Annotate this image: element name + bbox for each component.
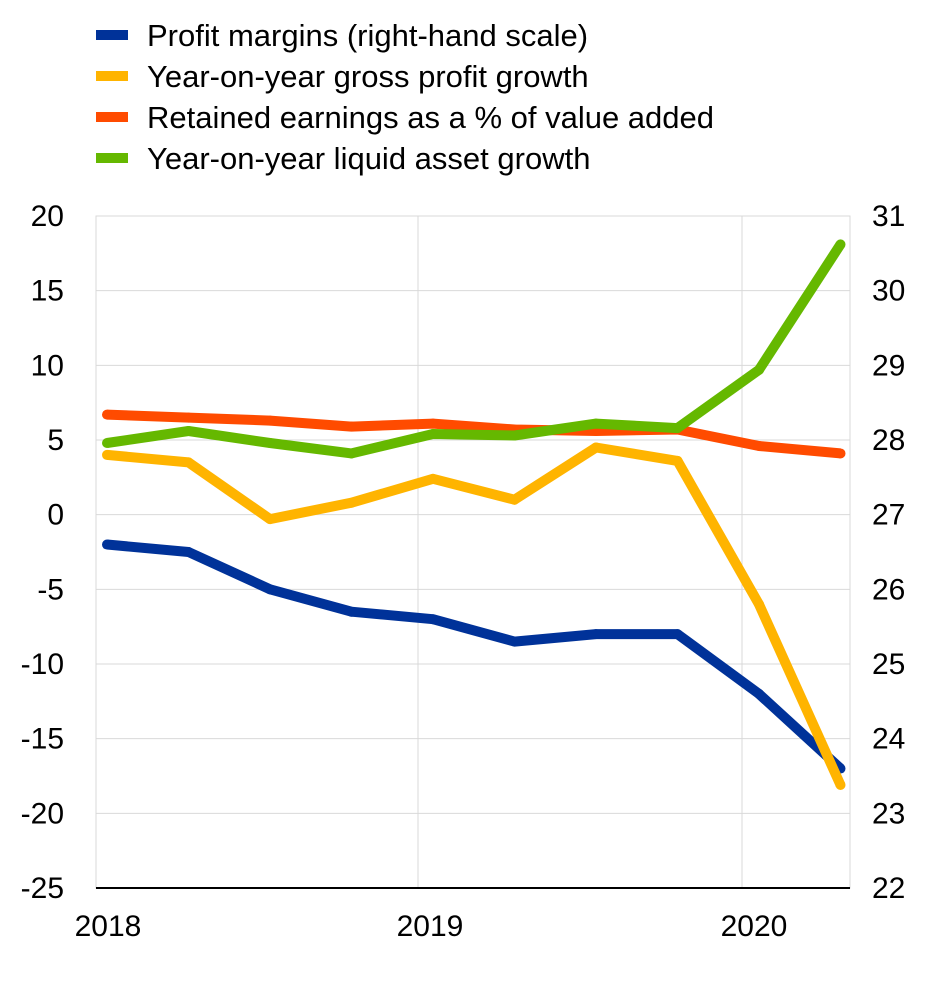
- series-2-point: [428, 473, 438, 484]
- x-tick-label: 2020: [721, 910, 788, 943]
- y-left-tick-label: -25: [21, 872, 64, 905]
- series-2-point: [754, 599, 764, 610]
- x-tick-label: 2019: [397, 910, 464, 943]
- gridlines: [95, 215, 851, 889]
- series-1-point: [183, 547, 194, 557]
- series-1-point: [346, 606, 357, 617]
- y-left-tick-label: 20: [31, 200, 64, 233]
- legend-label: Retained earnings as a % of value added: [147, 100, 714, 135]
- series-4-point: [591, 418, 601, 429]
- y-right-tick-label: 22: [872, 872, 905, 905]
- series-4-point: [754, 364, 764, 375]
- series-2-point: [346, 497, 357, 508]
- series-3-point: [183, 412, 194, 423]
- series-4-point: [509, 430, 520, 441]
- series-4-point: [835, 239, 846, 250]
- y-left-tick-label: -20: [21, 797, 64, 830]
- x-tick-label: 2018: [75, 910, 142, 943]
- y-right-tick-label: 27: [872, 499, 905, 532]
- series-lines: [102, 239, 846, 790]
- y-left-tick-label: 15: [31, 275, 64, 308]
- series-1-point: [509, 636, 520, 647]
- series-3-point: [428, 418, 438, 429]
- y-right-tick-label: 24: [872, 723, 905, 756]
- series-2-point: [102, 449, 112, 460]
- y-right-tick-label: 23: [872, 797, 905, 830]
- series-3-point: [346, 421, 357, 432]
- y-right-tick-label: 28: [872, 424, 905, 457]
- y-left-tick-label: 5: [47, 424, 64, 457]
- series-1-point: [428, 614, 438, 625]
- axes: 20 15 10 5 0 -5 -10 -15 -20 -25 31 30 29 28 27 26 25 24 23…: [21, 200, 906, 943]
- y-right-tick-label: 31: [872, 200, 905, 233]
- series-1-point: [672, 629, 683, 640]
- series-1-point: [102, 539, 112, 550]
- series-1-point: [754, 688, 764, 699]
- y-left-tick-label: -10: [21, 648, 64, 681]
- y-right-tick-label: 29: [872, 349, 905, 382]
- y-left-tick-label: -15: [21, 723, 64, 756]
- series-3-point: [754, 440, 764, 451]
- legend-label: Profit margins (right-hand scale): [147, 18, 588, 53]
- series-4-point: [346, 448, 357, 459]
- legend-label: Year-on-year gross profit growth: [147, 59, 589, 94]
- series-4-point: [265, 437, 275, 448]
- y-right-tick-label: 26: [872, 573, 905, 606]
- series-2-point: [183, 457, 194, 468]
- series-4-point: [428, 429, 438, 440]
- series-line-3: [106, 409, 841, 459]
- series-line-4: [106, 241, 845, 459]
- series-4-point: [672, 423, 683, 434]
- legend: Profit margins (right-hand scale) Year-on…: [96, 18, 714, 176]
- y-right-tick-label: 30: [872, 275, 905, 308]
- y-left-tick-label: 0: [47, 499, 64, 532]
- y-left-tick-label: -5: [37, 573, 64, 606]
- plot-frame: [95, 215, 851, 889]
- y-left-tick-label: 10: [31, 349, 64, 382]
- series-4-point: [183, 426, 194, 437]
- series-2-point: [591, 442, 601, 453]
- series-1-point: [591, 629, 601, 640]
- series-line-1: [106, 539, 844, 773]
- series-2-point: [509, 494, 520, 505]
- series-2-point: [672, 455, 683, 466]
- legend-label: Year-on-year liquid asset growth: [147, 141, 590, 176]
- series-3-point: [835, 448, 846, 459]
- series-3-point: [102, 409, 112, 420]
- series-2-point: [265, 514, 275, 525]
- series-1-point: [265, 584, 275, 595]
- y-right-tick-label: 25: [872, 648, 905, 681]
- series-3-point: [265, 415, 275, 426]
- series-line-2: [106, 442, 846, 788]
- series-4-point: [102, 437, 112, 448]
- series-2-point: [835, 779, 846, 790]
